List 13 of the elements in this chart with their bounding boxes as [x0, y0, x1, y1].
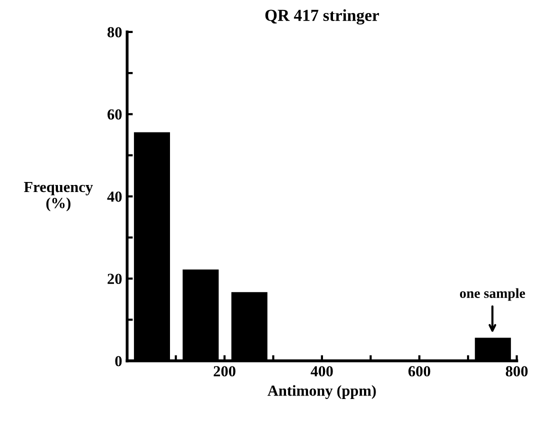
y-axis-title: Frequency (%)	[24, 182, 93, 212]
y-tick-label: 40	[107, 192, 122, 202]
y-tick-label: 60	[108, 109, 122, 120]
chart-title: QR 417 stringer	[265, 9, 379, 25]
y-tick-label: 80	[108, 27, 122, 38]
x-tick-label: 800	[506, 366, 528, 376]
x-tick-label: 200	[214, 366, 236, 376]
x-axis-title: Antimony (ppm)	[268, 385, 376, 399]
y-tick-label: 0	[115, 356, 122, 366]
x-tick-label: 400	[310, 366, 333, 376]
y-tick-label: 20	[108, 274, 122, 284]
annotation: one sample	[460, 288, 526, 301]
x-tick-label: 600	[408, 366, 430, 376]
